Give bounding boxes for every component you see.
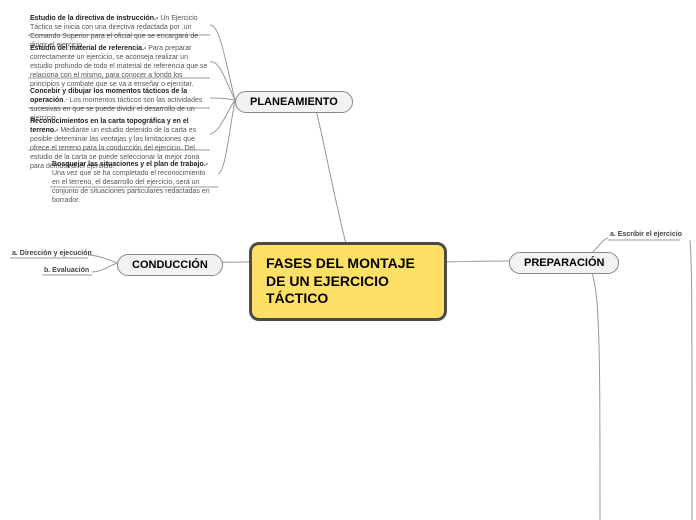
center-node[interactable]: FASES DEL MONTAJE DE UN EJERCICIO TÁCTIC…: [249, 242, 447, 321]
center-title: FASES DEL MONTAJE DE UN EJERCICIO TÁCTIC…: [266, 255, 415, 306]
phase-preparacion-label: PREPARACIÓN: [524, 257, 604, 269]
leaf-text: a. Escribir el ejercicio: [610, 231, 682, 238]
conduccion-leaf-2[interactable]: b. Evaluación: [44, 267, 89, 274]
leaf-bold: Bosquejar las situaciones y el plan de t…: [52, 161, 208, 168]
leaf-bold: Estudio del material de referencia.-: [30, 45, 148, 52]
leaf-text: b. Evaluación: [44, 267, 89, 274]
preparacion-leaf-1[interactable]: a. Escribir el ejercicio: [610, 231, 682, 238]
leaf-text: Una vez que se ha completado el reconoci…: [52, 170, 210, 204]
phase-preparacion[interactable]: PREPARACIÓN: [509, 252, 619, 274]
phase-planeamiento[interactable]: PLANEAMIENTO: [235, 91, 353, 113]
conduccion-leaf-1[interactable]: a. Dirección y ejecución: [12, 250, 92, 257]
planeamiento-leaf-2[interactable]: Estudio del material de referencia.- Par…: [30, 44, 210, 89]
leaf-bold: Estudio de la directiva de instrucción.-: [30, 15, 160, 22]
phase-conduccion[interactable]: CONDUCCIÓN: [117, 254, 223, 276]
leaf-text: a. Dirección y ejecución: [12, 250, 92, 257]
phase-conduccion-label: CONDUCCIÓN: [132, 259, 208, 271]
planeamiento-leaf-5[interactable]: Bosquejar las situaciones y el plan de t…: [52, 160, 214, 205]
phase-planeamiento-label: PLANEAMIENTO: [250, 96, 338, 108]
